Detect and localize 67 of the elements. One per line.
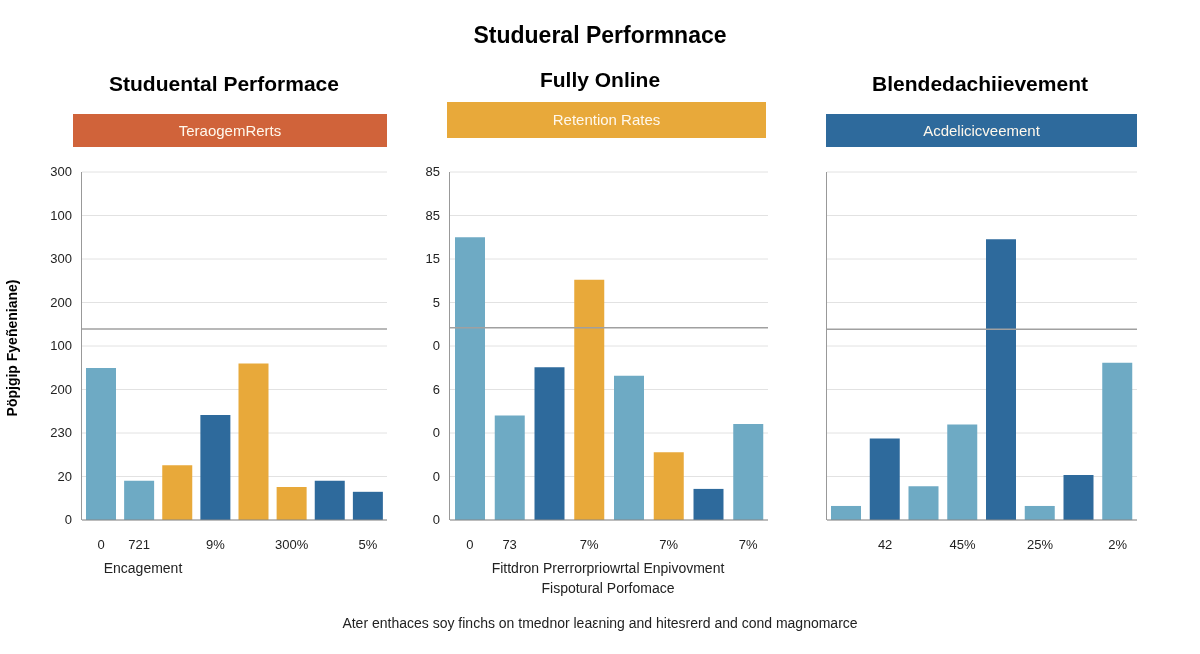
chart-title: Studuental Performace xyxy=(108,72,340,96)
bar xyxy=(238,363,269,520)
text: 20 xyxy=(56,468,72,485)
x-tick-label: 721 xyxy=(128,537,151,553)
text: 85 xyxy=(424,164,440,180)
chart-title: Blendedachiievement xyxy=(871,72,1089,96)
bar xyxy=(494,415,525,520)
bar xyxy=(653,452,684,520)
text: 6 xyxy=(431,381,440,398)
bar xyxy=(869,438,900,520)
x-tick-label: 7% xyxy=(738,537,758,553)
x-tick-label: 7% xyxy=(579,537,599,553)
bar xyxy=(574,279,605,520)
x-tick-label: 2% xyxy=(1108,537,1128,553)
text: 230 xyxy=(49,425,72,441)
bar xyxy=(86,368,116,520)
bar xyxy=(986,239,1016,520)
bar xyxy=(733,423,764,520)
text: 85 xyxy=(424,207,440,224)
x-tick-label: 7% xyxy=(659,537,679,553)
x-tick-label: 0 xyxy=(466,537,474,553)
x-tick-label: 42 xyxy=(877,537,893,553)
bar xyxy=(831,505,861,520)
x-axis-title: Fittdron Prerrorpriowrtal Enpivovment Fispotural Porfomace xyxy=(490,559,726,598)
x-tick-label: 5% xyxy=(358,537,378,553)
x-axis-title: Encagement xyxy=(102,559,184,578)
text: 100 xyxy=(49,338,72,354)
chart-subtitle: TeraogemRerts xyxy=(73,114,387,147)
bar xyxy=(124,480,155,520)
bar xyxy=(1024,505,1055,520)
chart-subtitle: Retention Rates xyxy=(447,102,766,138)
bar xyxy=(1102,362,1133,520)
bar xyxy=(908,486,939,520)
y-axis-title: Pöpjgip Fyeñeniane) xyxy=(4,278,20,419)
text: 0 xyxy=(63,512,72,528)
x-tick-label: 73 xyxy=(502,537,517,553)
text: 300 xyxy=(49,164,72,180)
bar xyxy=(314,480,345,520)
text: 300 xyxy=(49,251,72,267)
bar xyxy=(693,488,724,520)
text: 5 xyxy=(431,294,440,311)
bar xyxy=(276,487,307,520)
x-tick-label: 300% xyxy=(275,537,309,553)
text: 0 xyxy=(431,512,440,528)
chart-title: Fully Online xyxy=(538,68,662,92)
text: 15 xyxy=(424,251,440,267)
text: 0 xyxy=(431,338,440,354)
text: 200 xyxy=(49,381,72,398)
chart-subtitle: Acdelicicveement xyxy=(826,114,1137,147)
text: Studueral Performnace xyxy=(472,22,728,49)
bar xyxy=(1063,475,1094,520)
text: 0 xyxy=(431,468,440,485)
text: 200 xyxy=(49,294,72,311)
bar xyxy=(534,367,565,520)
bar xyxy=(455,237,485,520)
text: 0 xyxy=(431,425,440,441)
x-tick-label: 9% xyxy=(206,537,226,553)
bar xyxy=(162,465,193,520)
bar xyxy=(947,424,978,520)
bar xyxy=(352,491,383,520)
x-tick-label: 25% xyxy=(1027,537,1054,553)
bar xyxy=(200,415,231,520)
x-tick-label: 45% xyxy=(949,537,977,553)
x-tick-label: 0 xyxy=(97,537,105,553)
bar xyxy=(614,375,644,520)
text: 100 xyxy=(49,207,72,224)
text: Ater enthaces soy finchs on tmednor leaεning and hitesrerd and cond magnomarce xyxy=(341,615,859,631)
